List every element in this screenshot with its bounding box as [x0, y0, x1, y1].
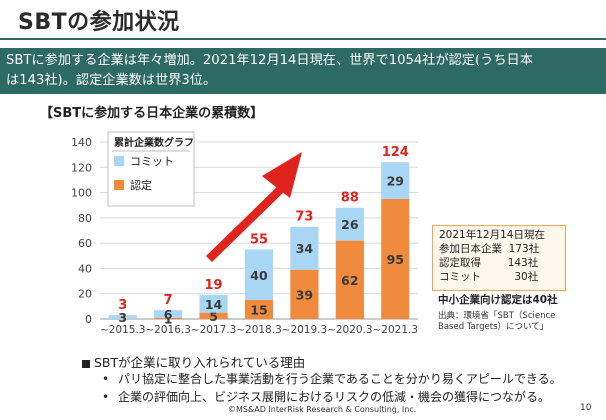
y-tick-label: 80: [78, 212, 92, 225]
bar-value-label: 6: [164, 307, 173, 322]
summary-banner: SBTに参加する企業は年々増加。2021年12月14日現在、世界で1054社が認…: [0, 48, 606, 94]
page-number: 10: [580, 403, 592, 413]
bar-segment-committed: [108, 315, 137, 319]
bar-segment-certified: [154, 317, 183, 319]
bar-segment-committed: [335, 207, 364, 241]
reason-text: パリ協定に整合した事業活動を行う企業であることを分かり易くアピールできる。: [118, 372, 562, 386]
bar-segment-committed: [381, 162, 410, 199]
legend-swatch: [114, 180, 124, 190]
bar-value-label: 15: [250, 303, 267, 318]
reasons-heading-text: SBTが企業に取り入れられている理由: [94, 355, 306, 370]
bar-value-label: 95: [387, 252, 404, 267]
legend-box: [107, 131, 195, 207]
bar-value-label: 3: [118, 310, 127, 325]
x-tick-label: ~2016.3: [145, 324, 191, 336]
legend-title: 累計企業数グラフ: [114, 136, 194, 149]
bar-total-label: 19: [205, 278, 223, 293]
square-bullet-icon: [82, 359, 90, 368]
info-box: 2021年12月14日現在 参加日本企業 173社 認定取得 143社 コミット…: [432, 225, 566, 291]
x-tick-label: ~2021.3: [373, 324, 419, 336]
legend-label: 認定: [130, 178, 152, 192]
reasons-heading: SBTが企業に取り入れられている理由: [82, 352, 305, 371]
bar-value-label: 1: [164, 311, 173, 326]
bullet-icon: •: [102, 372, 110, 386]
bar-total-label: 88: [341, 191, 359, 206]
bar-value-label: 26: [341, 217, 359, 232]
bar-segment-committed: [199, 294, 228, 313]
bar-value-label: 5: [209, 309, 218, 324]
y-tick-label: 0: [85, 313, 92, 326]
bar-segment-certified: [290, 269, 319, 319]
reasons-list: • パリ協定に整合した事業活動を行う企業であることを分かり易くアピールできる。 •…: [102, 370, 562, 406]
summary-line-1: SBTに参加する企業は年々増加。2021年12月14日現在、世界で1054社が認…: [6, 53, 533, 68]
bar-value-label: 34: [296, 241, 314, 256]
stacked-bar-chart: 02040608010012014033~2015.3167~2016.3514…: [71, 131, 419, 336]
x-tick-label: ~2018.3: [236, 324, 282, 336]
chart-title: 【SBTに参加する日本企業の累積数】: [40, 106, 264, 121]
bar-value-label: 39: [296, 287, 313, 302]
bar-segment-committed: [290, 226, 319, 270]
bar-value-label: 62: [341, 273, 358, 288]
bar-segment-certified: [381, 198, 410, 319]
legend-label: コミット: [130, 155, 174, 168]
x-tick-label: ~2017.3: [191, 324, 237, 336]
y-tick-label: 100: [71, 187, 92, 200]
legend-swatch: [114, 156, 124, 166]
bar-value-label: 14: [205, 297, 223, 312]
slide-title: SBTの参加状況: [18, 10, 180, 35]
summary-line-2: は143社)。認定企業数は世界3位。: [6, 73, 217, 88]
sme-certified-note: 中小企業向け認定は40社: [438, 294, 558, 306]
bar-value-label: 40: [250, 268, 268, 283]
title-divider: [0, 38, 606, 40]
reason-text: 企業の評価向上、ビジネス展開におけるリスクの低減・機会の獲得につながる。: [118, 390, 551, 404]
bar-segment-certified: [335, 240, 364, 319]
reason-item: • パリ協定に整合した事業活動を行う企業であることを分かり易くアピールできる。: [102, 370, 562, 388]
bar-total-label: 7: [164, 293, 173, 308]
growth-arrow-shaft: [206, 184, 286, 262]
bar-value-label: 29: [387, 174, 404, 189]
bar-total-label: 3: [118, 298, 127, 313]
y-tick-label: 140: [71, 136, 92, 149]
bar-total-label: 124: [382, 145, 409, 160]
y-tick-label: 40: [78, 262, 92, 275]
reason-item: • 企業の評価向上、ビジネス展開におけるリスクの低減・機会の獲得につながる。: [102, 388, 562, 406]
x-tick-label: ~2015.3: [100, 324, 146, 336]
growth-arrow-head: [262, 152, 302, 198]
copyright: ©MS&AD InterRisk Research & Consulting, …: [228, 405, 417, 414]
bar-segment-certified: [244, 300, 274, 319]
bar-total-label: 73: [295, 210, 313, 225]
bar-segment-certified: [199, 312, 228, 319]
y-tick-label: 120: [71, 161, 92, 174]
bar-total-label: 55: [250, 232, 268, 247]
bar-segment-committed: [244, 249, 274, 301]
x-tick-label: ~2020.3: [327, 324, 373, 336]
bar-segment-committed: [154, 310, 183, 318]
x-tick-label: ~2019.3: [282, 324, 328, 336]
y-tick-label: 60: [78, 237, 92, 250]
bullet-icon: •: [102, 390, 110, 404]
y-tick-label: 20: [78, 288, 92, 301]
source-note: 出典：環境省「SBT（Science Based Targets）について」: [438, 311, 556, 332]
